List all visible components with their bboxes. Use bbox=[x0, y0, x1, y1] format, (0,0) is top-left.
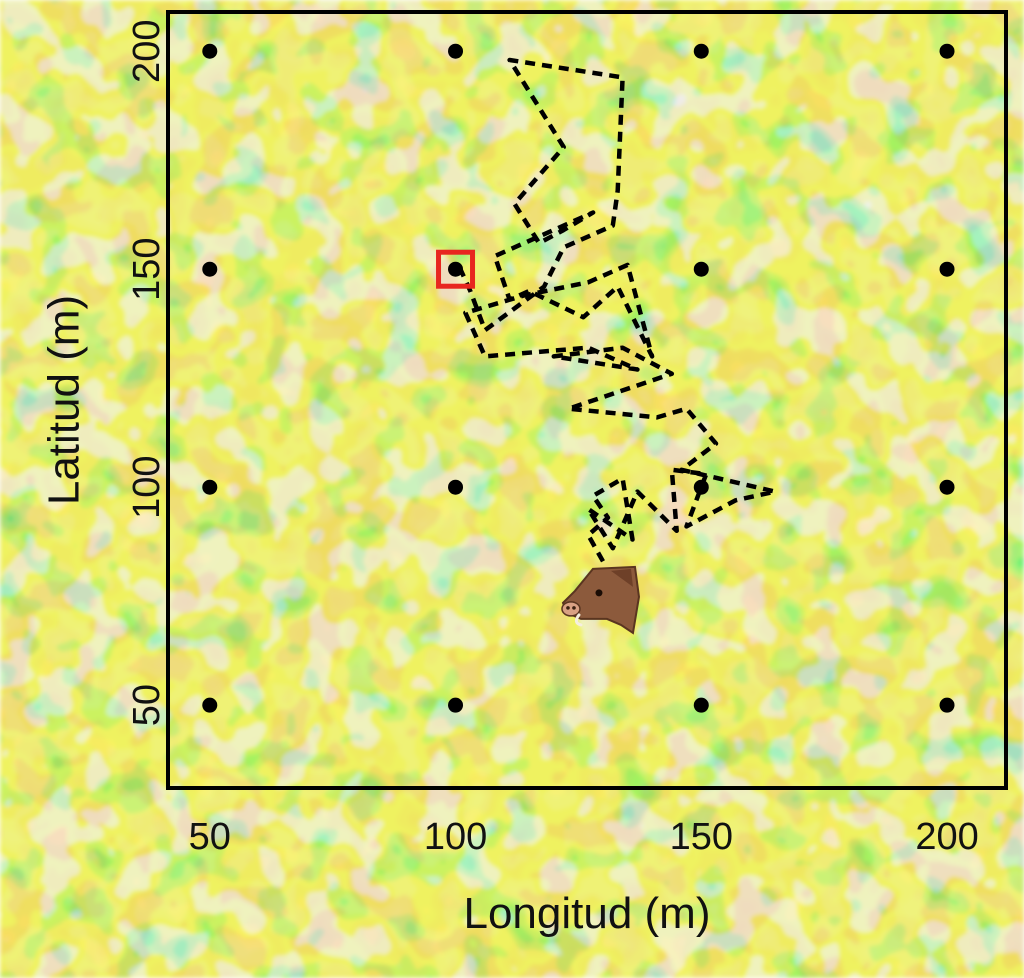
sampling-point bbox=[202, 43, 218, 59]
x-tick-label: 200 bbox=[915, 816, 978, 858]
sampling-point bbox=[693, 43, 709, 59]
x-axis-label: Longitud (m) bbox=[463, 889, 710, 938]
plot-area bbox=[202, 43, 955, 713]
boar-icon bbox=[561, 565, 640, 635]
sampling-point bbox=[939, 43, 955, 59]
x-tick-label: 50 bbox=[189, 816, 231, 858]
axis-ticks: 50 100 150 200 50 100 150 200 bbox=[126, 20, 979, 858]
sampling-point bbox=[448, 697, 464, 713]
sampling-point bbox=[202, 479, 218, 495]
highlight-square-marker bbox=[436, 249, 476, 289]
vegetation-heatmap bbox=[168, 12, 1006, 788]
y-tick-label: 100 bbox=[126, 455, 168, 518]
sampling-point bbox=[202, 261, 218, 277]
sampling-point bbox=[448, 261, 464, 277]
y-tick-label: 50 bbox=[126, 684, 168, 726]
sampling-point bbox=[939, 697, 955, 713]
y-tick-label: 150 bbox=[126, 238, 168, 301]
y-axis-label: Latitud (m) bbox=[40, 295, 89, 505]
sampling-point bbox=[693, 697, 709, 713]
animal-trajectory-path bbox=[458, 57, 778, 563]
sampling-point bbox=[448, 479, 464, 495]
sampling-point bbox=[939, 261, 955, 277]
sampling-point bbox=[448, 43, 464, 59]
y-tick-label: 200 bbox=[126, 20, 168, 83]
sampling-point bbox=[202, 697, 218, 713]
x-tick-label: 100 bbox=[424, 816, 487, 858]
plot-frame bbox=[166, 10, 1008, 790]
sampling-point bbox=[693, 261, 709, 277]
sampling-point bbox=[939, 479, 955, 495]
x-tick-label: 150 bbox=[670, 816, 733, 858]
sampling-point bbox=[693, 479, 709, 495]
